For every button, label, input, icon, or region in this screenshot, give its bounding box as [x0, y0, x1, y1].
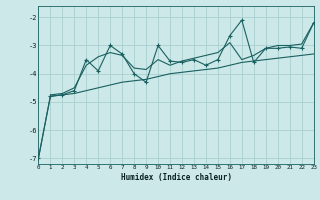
- X-axis label: Humidex (Indice chaleur): Humidex (Indice chaleur): [121, 173, 231, 182]
